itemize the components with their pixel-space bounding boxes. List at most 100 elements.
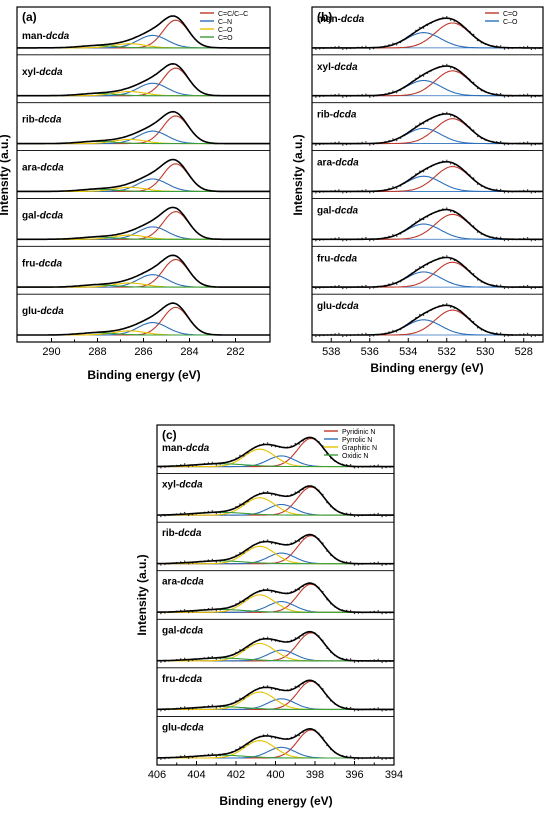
raw-data-point <box>315 192 317 194</box>
raw-data-point <box>449 258 452 261</box>
raw-data-point <box>392 90 394 92</box>
raw-data-point <box>349 706 352 709</box>
raw-data-point <box>446 63 448 66</box>
raw-data-point <box>183 657 186 659</box>
raw-data-point <box>211 461 213 463</box>
raw-data-point <box>156 658 158 660</box>
raw-data-point <box>392 234 394 236</box>
raw-data-point <box>183 754 186 757</box>
y-axis-title: Intensity (a.u.) <box>291 134 305 215</box>
raw-data-point <box>211 558 213 561</box>
sample-label: glu-dcda <box>22 306 64 317</box>
legend-entry: C–N <box>218 19 232 26</box>
raw-data-point <box>353 467 356 469</box>
x-tick-label: 402 <box>227 769 245 781</box>
raw-data-point <box>266 733 269 736</box>
raw-data-point <box>503 144 506 146</box>
raw-data-point <box>270 445 273 448</box>
raw-data-point <box>369 335 371 338</box>
panel-2: (b)man-dcda xyl-dcda rib-dcda ara-dcda gal-d… <box>291 6 544 375</box>
component-curve-Pyridinic N <box>157 486 394 516</box>
raw-data-point <box>239 649 241 651</box>
legend-entry: Oxidic N <box>342 453 368 460</box>
raw-data-point <box>270 542 273 545</box>
raw-data-point <box>503 335 506 337</box>
envelope-curve <box>17 158 270 193</box>
x-tick-label: 288 <box>88 346 106 358</box>
raw-data-point <box>381 564 383 566</box>
raw-data-point <box>365 284 367 287</box>
raw-data-point <box>239 454 241 457</box>
panel-label: (c) <box>162 428 177 442</box>
raw-data-point <box>187 563 190 565</box>
raw-data-point <box>446 16 448 18</box>
raw-data-point <box>353 564 356 566</box>
component-curve-Pyridinic N <box>157 632 394 662</box>
envelope-curve <box>312 304 543 336</box>
x-tick-label: 534 <box>399 346 417 358</box>
sample-label: ara-dcda <box>162 577 204 588</box>
component-curve-C–N <box>17 322 270 336</box>
raw-data-point <box>187 660 190 662</box>
raw-data-point <box>446 207 448 209</box>
raw-data-point <box>422 171 425 173</box>
raw-data-point <box>183 706 186 708</box>
raw-data-point <box>311 237 313 239</box>
raw-data-point <box>342 335 344 338</box>
component-curve-Pyridinic N <box>157 535 394 565</box>
raw-data-point <box>215 512 217 515</box>
raw-data-point <box>349 561 352 563</box>
raw-data-point <box>499 284 502 286</box>
component-curve-C–O <box>312 223 543 240</box>
component-curve-C=O <box>312 261 543 288</box>
raw-data-point <box>526 189 529 191</box>
raw-data-point <box>446 303 448 305</box>
raw-data-point <box>315 48 317 51</box>
raw-data-point <box>381 515 383 518</box>
component-curve-Graphitic N <box>157 594 394 613</box>
raw-data-point <box>156 755 158 758</box>
raw-data-point <box>530 48 533 51</box>
component-curve-Pyridinic N <box>157 680 394 710</box>
component-curve-C=O <box>312 166 543 192</box>
raw-data-point <box>381 758 383 761</box>
sample-label: gal-dcda <box>162 625 204 636</box>
sample-label: glu-dcda <box>317 301 359 312</box>
raw-data-point <box>338 284 340 287</box>
raw-data-point <box>311 93 313 95</box>
component-curve-C=O <box>312 213 543 240</box>
raw-data-point <box>156 512 158 515</box>
component-curve-Pyridinic N <box>157 729 394 759</box>
x-tick-label: 538 <box>322 346 340 358</box>
legend-entry: C–O <box>218 27 233 34</box>
raw-data-point <box>369 96 371 98</box>
raw-data-point <box>215 610 217 612</box>
sample-label: xyl-dcda <box>162 480 203 491</box>
raw-data-point <box>349 512 352 514</box>
raw-data-point <box>270 688 273 690</box>
raw-data-point <box>422 75 425 77</box>
raw-data-point <box>266 588 269 590</box>
raw-data-point <box>392 329 394 332</box>
raw-data-point <box>353 758 356 761</box>
sample-label: xyl-dcda <box>22 67 63 78</box>
raw-data-point <box>369 240 371 242</box>
envelope-curve <box>312 113 543 145</box>
raw-data-point <box>215 707 217 709</box>
raw-data-point <box>526 93 529 95</box>
panel-3: (c)man-dcda xyl-dcda rib-dcda ara-dcda gal-d… <box>135 424 403 808</box>
x-axis-title: Binding energy (eV) <box>87 368 200 382</box>
envelope-curve <box>17 110 270 145</box>
raw-data-point <box>156 610 158 612</box>
raw-data-point <box>369 48 371 50</box>
raw-data-point <box>377 610 379 612</box>
raw-data-point <box>449 19 452 21</box>
raw-data-point <box>530 240 533 242</box>
envelope-curve <box>17 302 270 336</box>
raw-data-point <box>353 515 356 518</box>
raw-data-point <box>215 755 217 758</box>
sample-label: rib-dcda <box>162 528 202 539</box>
raw-data-point <box>315 287 317 290</box>
x-tick-label: 398 <box>306 769 324 781</box>
